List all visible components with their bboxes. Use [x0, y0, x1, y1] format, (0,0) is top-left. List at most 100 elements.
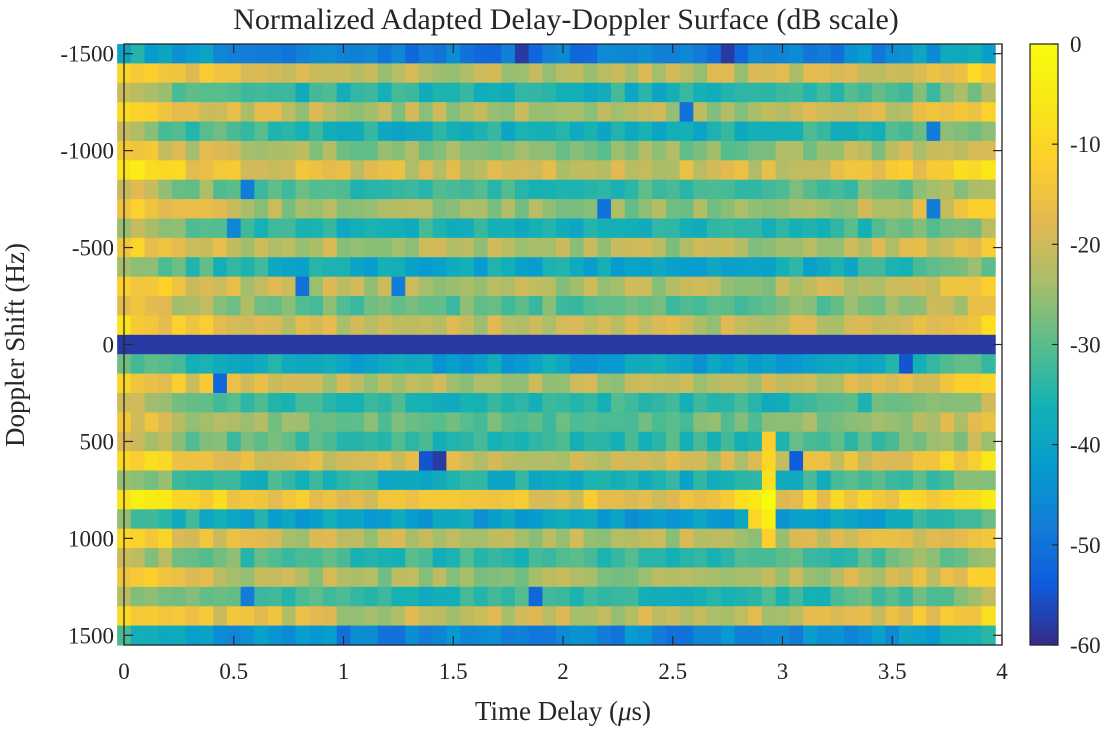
heatmap-cell	[844, 63, 859, 84]
heatmap-cell	[350, 354, 365, 375]
heatmap-cell	[857, 567, 873, 588]
heatmap-cell	[199, 509, 214, 530]
heatmap-cell	[158, 412, 173, 433]
heatmap-cell	[446, 199, 461, 220]
heatmap-cell	[487, 257, 502, 278]
heatmap-cell	[844, 140, 859, 161]
heatmap-cell	[556, 257, 571, 278]
heatmap-cell	[432, 199, 447, 220]
heatmap-cell	[967, 296, 983, 317]
heatmap-cell	[172, 373, 187, 394]
heatmap-cell	[158, 237, 173, 258]
heatmap-cell	[926, 373, 941, 394]
colorbar-segment	[1030, 64, 1058, 70]
heatmap-cell	[652, 199, 667, 220]
heatmap-cell	[487, 315, 502, 336]
heatmap-cell	[295, 451, 310, 472]
heatmap-cell	[364, 315, 379, 336]
heatmap-cell	[748, 489, 763, 510]
heatmap-cell	[281, 489, 297, 510]
heatmap-cell	[665, 509, 681, 530]
heatmap-cell	[624, 102, 640, 123]
heatmap-cell	[624, 392, 640, 413]
heatmap-cell	[734, 140, 749, 161]
heatmap-cell	[844, 315, 859, 336]
heatmap-cell	[569, 451, 585, 472]
heatmap-cell	[542, 63, 557, 84]
heatmap-cell	[213, 586, 228, 607]
heatmap-cell	[844, 509, 859, 530]
heatmap-cell	[583, 315, 598, 336]
heatmap-cell	[281, 63, 297, 84]
heatmap-cell	[871, 412, 886, 433]
heatmap-cell	[693, 102, 708, 123]
heatmap-cell	[528, 373, 544, 394]
heatmap-cell	[816, 392, 832, 413]
heatmap-cell	[734, 567, 749, 588]
heatmap-cell	[322, 586, 338, 607]
heatmap-cell	[144, 257, 159, 278]
heatmap-cell	[487, 392, 502, 413]
heatmap-cell	[967, 528, 983, 549]
heatmap-cell	[624, 567, 640, 588]
colorbar-segment	[1030, 319, 1058, 326]
heatmap-cell	[446, 121, 461, 142]
heatmap-cell	[775, 44, 790, 64]
heatmap-cell	[309, 237, 324, 258]
heatmap-cell	[185, 548, 201, 569]
heatmap-cell	[912, 315, 928, 336]
heatmap-cell	[432, 509, 447, 530]
heatmap-cell	[240, 470, 255, 491]
colorbar-segment	[1030, 189, 1058, 195]
heatmap-cell	[240, 82, 255, 103]
heatmap-cell	[693, 237, 708, 258]
heatmap-cell	[514, 412, 530, 433]
heatmap-cell	[665, 199, 681, 220]
heatmap-cell	[981, 82, 996, 103]
heatmap-cell	[487, 296, 502, 317]
heatmap-cell	[885, 548, 900, 569]
heatmap-cell	[803, 140, 818, 161]
heatmap-cell	[528, 179, 544, 200]
heatmap-cell	[281, 218, 297, 239]
heatmap-cell	[611, 199, 626, 220]
heatmap-cell	[967, 451, 983, 472]
colorbar-segment	[1030, 489, 1058, 496]
heatmap-cell	[432, 567, 447, 588]
heatmap-cell	[199, 276, 214, 297]
heatmap-cell	[514, 121, 530, 142]
heatmap-cell	[556, 102, 571, 123]
heatmap-cell	[473, 470, 489, 491]
heatmap-cell	[281, 567, 297, 588]
heatmap-cell	[432, 334, 447, 355]
heatmap-cell	[775, 276, 790, 297]
heatmap-cell	[953, 470, 969, 491]
heatmap-cell	[748, 237, 763, 258]
heatmap-cell	[885, 586, 900, 607]
heatmap-cell	[268, 431, 283, 452]
heatmap-cell	[693, 160, 708, 181]
heatmap-cell	[665, 218, 681, 239]
colorbar-segment	[1030, 529, 1058, 536]
heatmap-cell	[707, 470, 722, 491]
heatmap-cell	[556, 121, 571, 142]
heatmap-cell	[377, 354, 393, 375]
heatmap-cell	[844, 528, 859, 549]
heatmap-cell	[309, 199, 324, 220]
heatmap-cell	[734, 334, 749, 355]
colorbar-segment	[1030, 539, 1058, 546]
heatmap-cell	[816, 354, 832, 375]
heatmap-cell	[734, 586, 749, 607]
heatmap-cell	[556, 586, 571, 607]
heatmap-cell	[144, 392, 159, 413]
heatmap-cell	[926, 121, 941, 142]
heatmap-cell	[624, 44, 640, 64]
heatmap-cell	[158, 140, 173, 161]
heatmap-cell	[418, 160, 434, 181]
heatmap-cell	[158, 548, 173, 569]
heatmap-cell	[432, 237, 447, 258]
heatmap-cell	[213, 392, 228, 413]
heatmap-cell	[295, 625, 310, 646]
heatmap-cell	[899, 509, 914, 530]
heatmap-cell	[583, 140, 598, 161]
